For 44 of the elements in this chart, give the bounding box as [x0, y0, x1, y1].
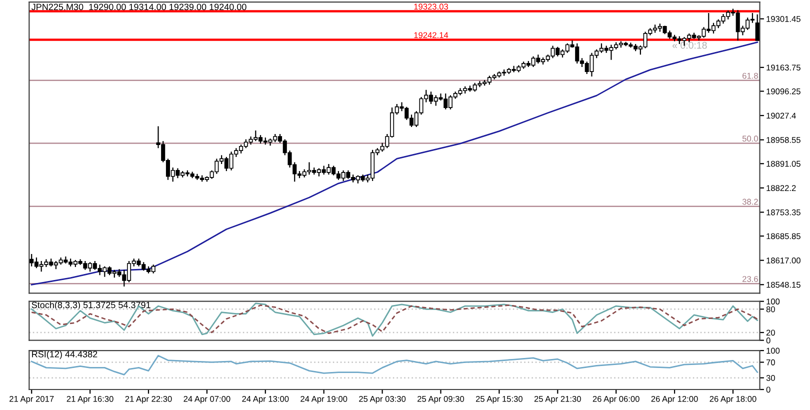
- y-tick-label: 0: [766, 386, 770, 393]
- annotation: 61.8: [742, 72, 758, 79]
- y-tick-label: 19096.25: [766, 88, 800, 94]
- x-tick-label: 25 Apr 21:30: [534, 396, 581, 404]
- chart-title: JPN225,M30 19290.00 19314.00 19239.00 19240.00: [31, 4, 246, 12]
- y-tick-label: 19027.4: [766, 112, 796, 119]
- y-tick-label: 80: [766, 306, 775, 312]
- x-tick-label: 24 Apr 07:00: [184, 396, 230, 404]
- chart-title: Stoch(8,3,3) 51.3725 54.3791: [32, 302, 150, 310]
- y-tick-label: 20: [766, 330, 775, 336]
- y-tick-label: 0: [766, 338, 770, 344]
- y-tick-label: 18891.05: [766, 160, 800, 167]
- x-tick-label: 21 Apr 2017: [10, 396, 54, 404]
- x-tick-label: 21 Apr 22:30: [125, 396, 172, 404]
- annotation: 23.6: [742, 276, 758, 282]
- x-tick-label: 21 Apr 16:30: [66, 396, 114, 404]
- annotation: 38.2: [742, 198, 758, 205]
- x-tick-label: 26 Apr 18:00: [710, 396, 756, 404]
- y-tick-label: 100: [766, 348, 780, 354]
- y-tick-label: 18958.55: [766, 137, 800, 143]
- chart-title: RSI(12) 44.4382: [32, 350, 98, 360]
- x-tick-label: 26 Apr 06:00: [592, 396, 640, 404]
- y-tick-label: 18685.85: [766, 233, 800, 240]
- x-tick-label: 24 Apr 19:00: [300, 396, 348, 404]
- y-tick-label: 18753.35: [766, 209, 800, 216]
- annotation: « 0:0:18: [672, 42, 707, 49]
- x-tick-label: 24 Apr 13:00: [242, 396, 289, 404]
- y-tick-label: 18822.2: [766, 185, 796, 192]
- y-tick-label: 100: [766, 298, 780, 304]
- x-tick-label: 25 Apr 09:30: [418, 396, 464, 404]
- x-tick-label: 25 Apr 03:30: [359, 396, 406, 404]
- y-tick-label: 19163.75: [766, 64, 800, 71]
- y-tick-label: 19301.45: [766, 16, 800, 22]
- x-tick-label: 25 Apr 15:30: [476, 396, 522, 404]
- ref-line-label: 19323.03: [414, 4, 448, 10]
- annotation: 50.0: [742, 136, 758, 142]
- y-tick-label: 30: [766, 375, 775, 381]
- y-tick-label: 18617.00: [766, 258, 800, 264]
- line-series: [30, 42, 758, 286]
- x-tick-label: 26 Apr 12:00: [651, 396, 698, 404]
- ref-line-label: 19242.14: [414, 32, 448, 38]
- candlestick: [755, 14, 760, 42]
- y-tick-label: 18548.15: [766, 282, 800, 288]
- y-tick-label: 70: [766, 359, 775, 366]
